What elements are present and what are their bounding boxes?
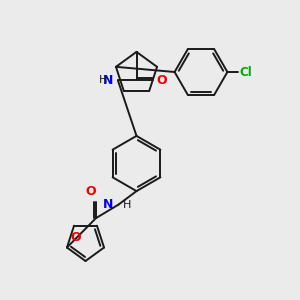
Text: O: O	[85, 185, 96, 198]
Text: H: H	[123, 200, 131, 210]
Text: N: N	[103, 198, 114, 211]
Text: O: O	[157, 74, 167, 87]
Text: H: H	[99, 75, 107, 85]
Text: O: O	[70, 231, 81, 244]
Text: Cl: Cl	[239, 65, 252, 79]
Text: N: N	[103, 74, 113, 87]
